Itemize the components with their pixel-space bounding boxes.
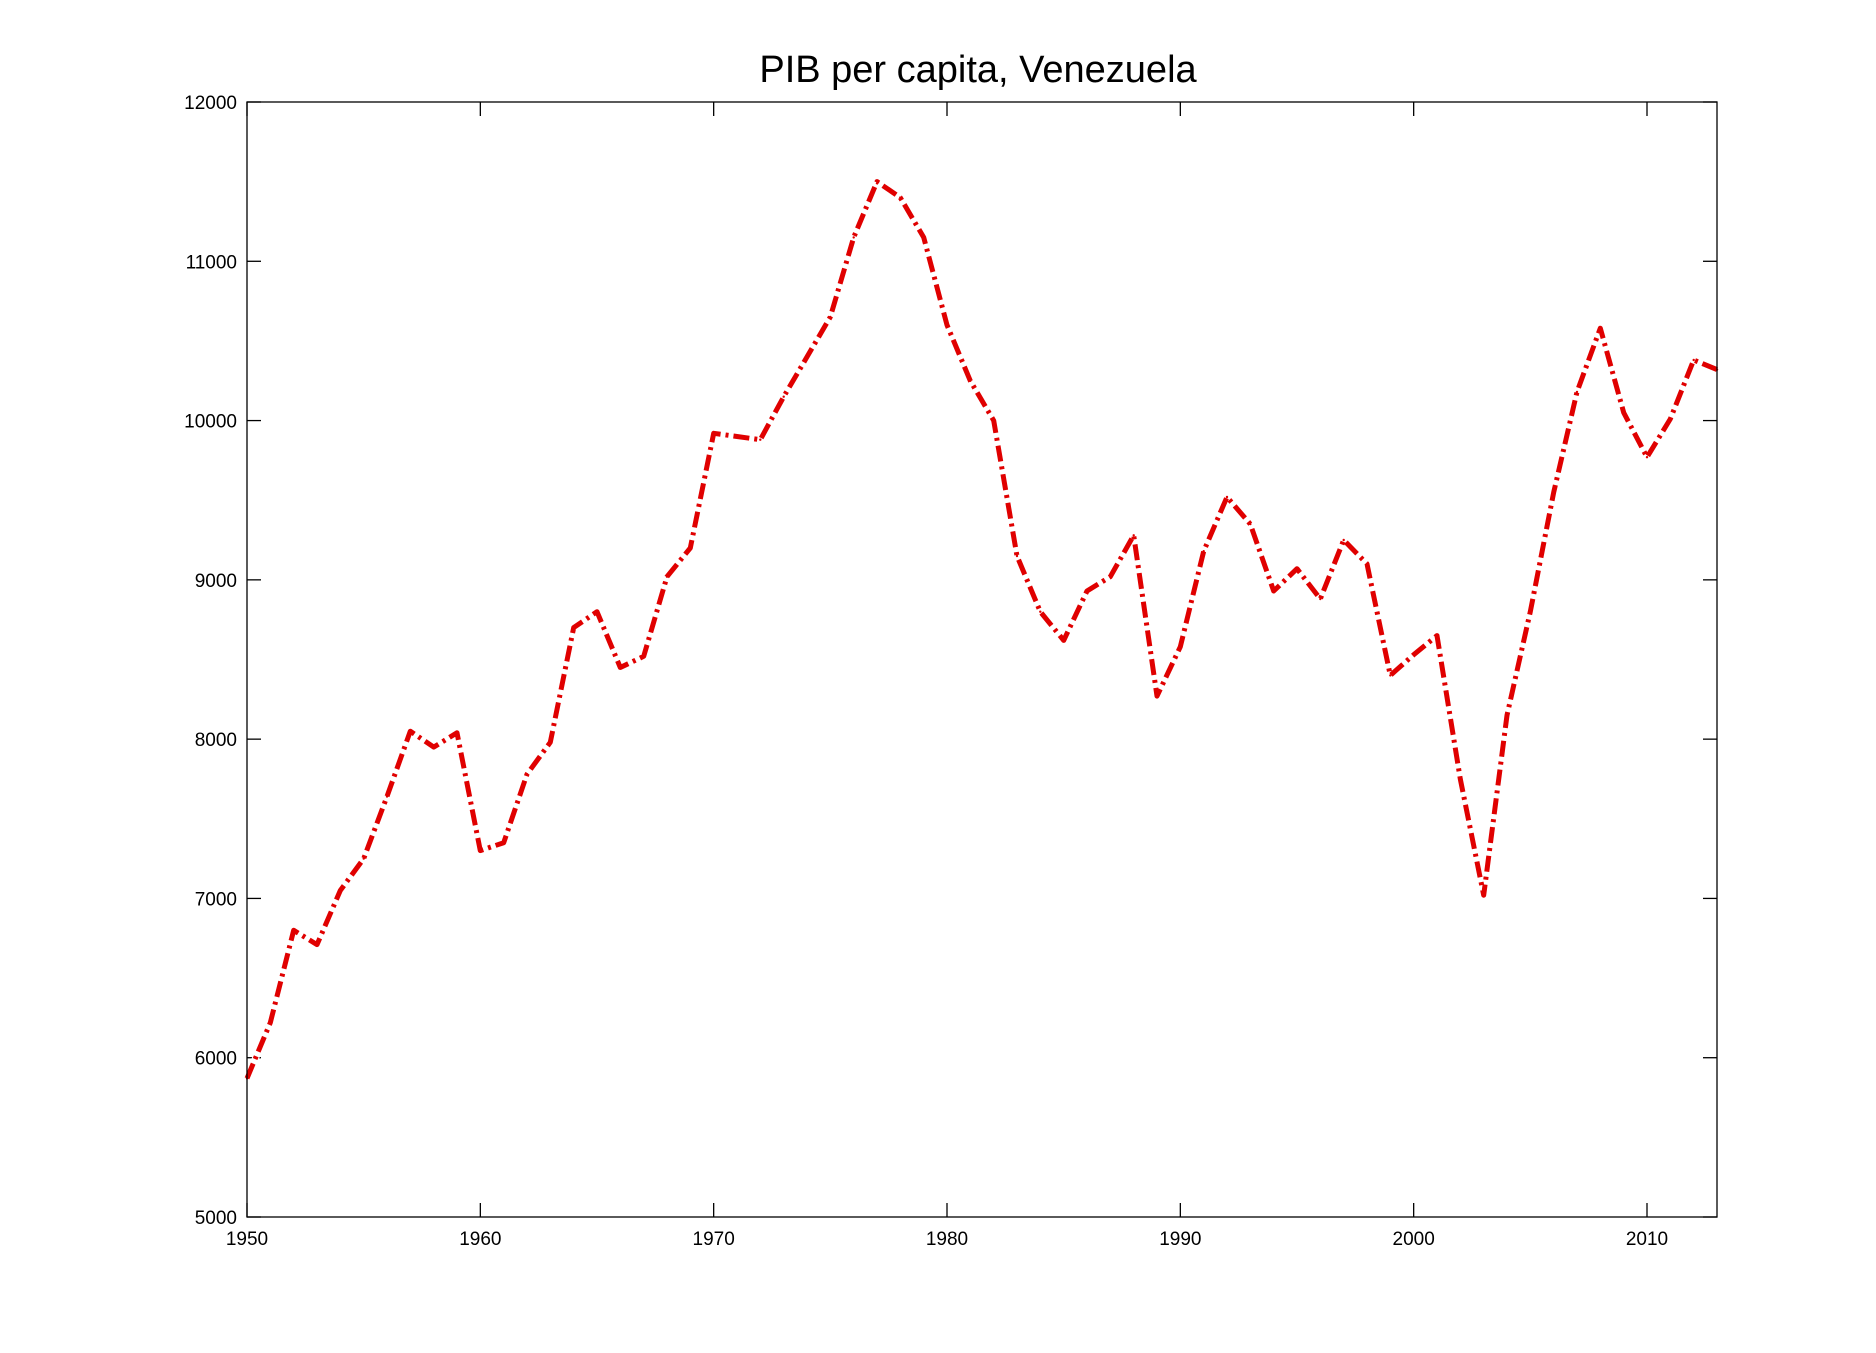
data-point — [805, 355, 809, 359]
data-point — [1389, 674, 1392, 677]
data-point — [292, 929, 295, 932]
data-point — [1249, 522, 1252, 526]
x-tick-label: 1950 — [226, 1229, 268, 1250]
data-point — [1669, 417, 1672, 421]
data-point — [1272, 589, 1275, 593]
data-point — [992, 419, 995, 422]
x-tick-label: 1980 — [926, 1229, 968, 1250]
chart-title: PIB per capita, Venezuela — [759, 49, 1197, 91]
data-point — [1295, 567, 1299, 570]
data-point — [1342, 538, 1345, 542]
data-point — [432, 745, 435, 749]
data-point — [619, 666, 622, 669]
data-point — [875, 180, 879, 183]
data-point — [1505, 714, 1509, 717]
series-layer — [243, 178, 1719, 1080]
data-point — [899, 196, 902, 199]
data-point — [315, 943, 319, 946]
data-point — [385, 795, 389, 798]
data-point — [572, 626, 575, 629]
data-point — [1529, 610, 1532, 613]
data-point — [362, 857, 365, 860]
data-point — [945, 323, 949, 327]
data-point — [1319, 597, 1322, 601]
data-point — [1599, 327, 1602, 330]
y-tick-label: 10000 — [184, 412, 237, 433]
x-tick-label: 2000 — [1393, 1229, 1435, 1250]
data-point — [1552, 491, 1555, 494]
data-point — [1692, 358, 1695, 362]
x-tick-label: 1990 — [1159, 1229, 1201, 1250]
data-point — [1039, 610, 1042, 613]
data-point — [269, 1021, 272, 1024]
data-point — [829, 315, 832, 319]
data-point — [1085, 589, 1089, 593]
y-tick-label: 12000 — [184, 93, 237, 114]
y-tick-label: 11000 — [186, 252, 237, 273]
data-point — [1062, 639, 1065, 642]
y-tick-label: 9000 — [195, 571, 237, 592]
data-point — [1202, 550, 1205, 553]
data-point — [502, 841, 505, 844]
plot-area-frame — [246, 101, 1718, 1218]
data-point — [712, 432, 715, 435]
x-tick-label: 1960 — [459, 1229, 501, 1250]
data-point — [1645, 456, 1649, 459]
data-point — [1459, 777, 1462, 781]
data-point — [1435, 634, 1439, 637]
data-point — [782, 395, 785, 398]
data-point — [1132, 534, 1135, 537]
data-point — [1109, 575, 1112, 578]
data-point — [1015, 554, 1019, 558]
x-tick-label: 1970 — [693, 1229, 735, 1250]
data-point — [595, 610, 599, 613]
y-tick-label: 6000 — [195, 1049, 237, 1070]
data-point — [689, 546, 692, 550]
data-point — [1179, 645, 1182, 648]
data-point — [479, 849, 482, 852]
data-point — [1365, 562, 1369, 566]
data-point — [339, 889, 342, 892]
data-point — [525, 773, 529, 776]
x-tick-label: 2010 — [1626, 1229, 1668, 1250]
data-point — [1622, 411, 1625, 414]
data-point — [409, 730, 412, 733]
data-point — [735, 435, 739, 438]
data-point — [1482, 894, 1485, 897]
data-point — [665, 575, 669, 578]
data-point — [1575, 390, 1579, 394]
data-point — [922, 236, 925, 239]
data-point — [455, 731, 459, 734]
axis-ticks: 1950 1960 1970 1980 1990 2000 2010 5000 6000 7000… — [184, 93, 1717, 1250]
data-point — [642, 655, 645, 658]
data-point — [1155, 694, 1159, 698]
data-point — [852, 236, 855, 239]
y-tick-label: 8000 — [195, 730, 237, 751]
data-point — [969, 379, 972, 382]
data-point — [759, 438, 762, 441]
y-tick-label: 7000 — [195, 889, 237, 910]
y-tick-label: 5000 — [195, 1208, 237, 1229]
data-point — [1225, 495, 1229, 499]
data-point — [1412, 653, 1415, 656]
data-point — [549, 741, 552, 744]
series-line — [244, 179, 1718, 1080]
series-line-underlay — [243, 178, 1719, 1080]
